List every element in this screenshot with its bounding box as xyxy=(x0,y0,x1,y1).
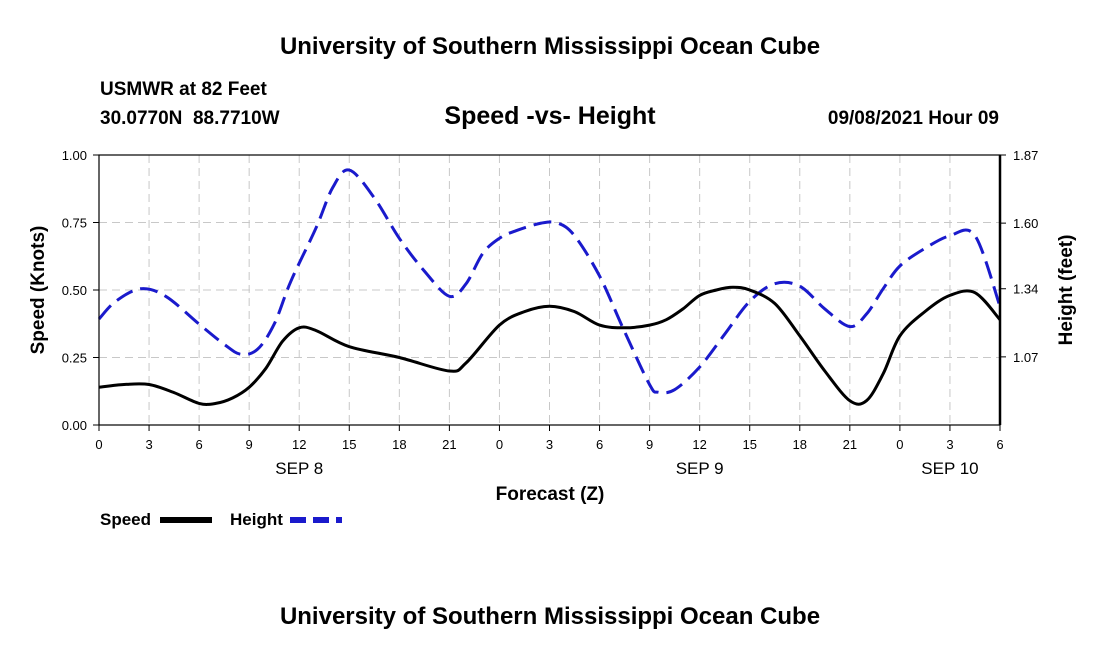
x-tick-label: 12 xyxy=(692,437,706,452)
series-layer xyxy=(97,168,1002,406)
y-tick-label: 1.00 xyxy=(62,148,87,163)
day-label: SEP 9 xyxy=(676,459,724,478)
station-coords: 30.0770N 88.7710W xyxy=(100,108,280,129)
x-tick-label: 0 xyxy=(896,437,903,452)
y-axis-title: Speed (Knots) xyxy=(28,226,49,355)
station-name: USMWR at 82 Feet xyxy=(100,79,267,100)
y2-tick-label: 1.60 xyxy=(1013,216,1038,231)
chart-title: Speed -vs- Height xyxy=(444,102,656,130)
y-tick-label: 0.75 xyxy=(62,216,87,231)
forecast-datetime: 09/08/2021 Hour 09 xyxy=(828,108,999,129)
x-tick-label: 15 xyxy=(742,437,756,452)
axis-ticks: 0.00 0.25 0.50 0.75 1.00 1.07 1.34 1.60 1.87 0 3 6 9… xyxy=(62,148,1039,478)
y-tick-label: 0.50 xyxy=(62,283,87,298)
x-tick-label: 6 xyxy=(996,437,1003,452)
y2-axis-title: Height (feet) xyxy=(1056,235,1077,346)
legend-height-label: Height xyxy=(230,510,283,529)
x-tick-label: 3 xyxy=(145,437,152,452)
x-tick-label: 3 xyxy=(946,437,953,452)
grid-lines xyxy=(99,155,1000,425)
x-axis-title: Forecast (Z) xyxy=(496,484,605,505)
y-tick-label: 0.00 xyxy=(62,418,87,433)
x-tick-label: 18 xyxy=(793,437,807,452)
legend: Speed Height xyxy=(100,510,342,529)
y2-tick-label: 1.87 xyxy=(1013,148,1038,163)
day-label: SEP 10 xyxy=(921,459,978,478)
height-series-line xyxy=(97,168,1002,395)
x-tick-label: 0 xyxy=(496,437,503,452)
footer-title: University of Southern Mississippi Ocean… xyxy=(280,603,820,630)
y-tick-label: 0.25 xyxy=(62,351,87,366)
x-tick-label: 9 xyxy=(246,437,253,452)
x-tick-label: 12 xyxy=(292,437,306,452)
x-tick-label: 21 xyxy=(843,437,857,452)
x-tick-label: 18 xyxy=(392,437,406,452)
x-tick-label: 15 xyxy=(342,437,356,452)
x-tick-label: 6 xyxy=(195,437,202,452)
x-tick-label: 9 xyxy=(646,437,653,452)
x-tick-label: 3 xyxy=(546,437,553,452)
x-tick-label: 6 xyxy=(596,437,603,452)
y2-tick-label: 1.07 xyxy=(1013,350,1038,365)
legend-speed-label: Speed xyxy=(100,510,151,529)
header-title: University of Southern Mississippi Ocean… xyxy=(280,33,820,60)
x-tick-label: 21 xyxy=(442,437,456,452)
day-label: SEP 8 xyxy=(275,459,323,478)
x-tick-label: 0 xyxy=(95,437,102,452)
y2-tick-label: 1.34 xyxy=(1013,282,1038,297)
speed-series-line xyxy=(98,285,1002,406)
